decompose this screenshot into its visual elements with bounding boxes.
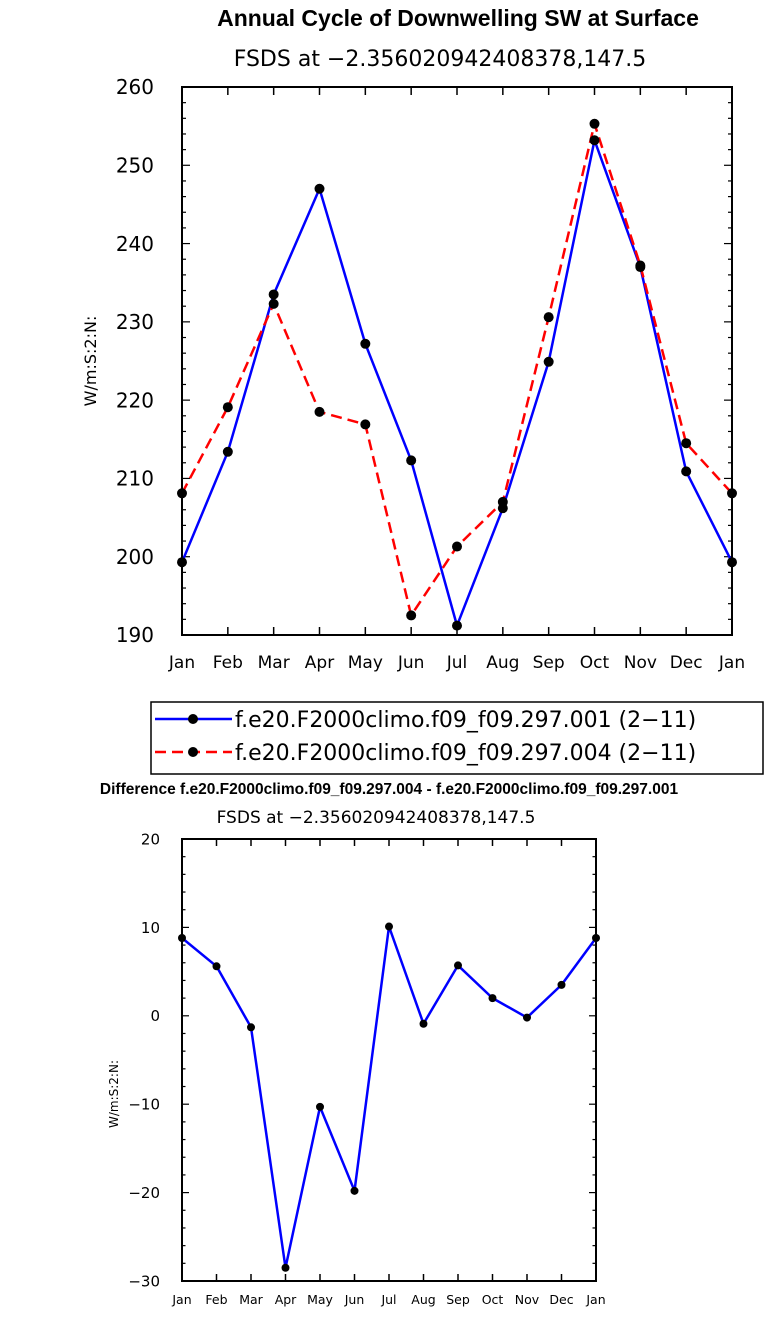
y-tick-label: 230 (116, 310, 154, 334)
y-tick-label: 260 (116, 75, 154, 99)
data-point-s2-6 (452, 541, 462, 552)
y-tick-label: 0 (150, 1007, 160, 1025)
x-tick-label: Jan (168, 653, 195, 673)
data-point-s2-2 (268, 298, 279, 309)
legend-marker-series2 (188, 747, 198, 757)
data-point-s1-0 (178, 934, 186, 943)
data-point-s2-3 (314, 406, 325, 417)
x-tick-label: Jan (171, 1292, 191, 1307)
x-tick-label: Dec (670, 653, 703, 673)
x-tick-label: Sep (533, 653, 565, 673)
chart1-ylabel: W/m:S:2:N: (81, 316, 100, 407)
y-tick-label: −20 (128, 1184, 160, 1202)
chart1-title: Annual Cycle of Downwelling SW at Surfac… (217, 5, 699, 31)
data-point-s2-12 (727, 488, 737, 499)
data-point-s2-8 (543, 312, 554, 323)
x-tick-label: Jul (446, 653, 468, 673)
data-point-s1-11 (557, 980, 566, 989)
x-tick-label: Oct (580, 653, 610, 673)
data-point-s2-1 (222, 402, 233, 413)
data-point-s2-10 (635, 260, 646, 271)
data-point-s1-3 (281, 1263, 290, 1272)
y-tick-label: 210 (116, 467, 154, 491)
chart2-subtitle: FSDS at −2.356020942408378,147.5 (217, 808, 536, 828)
chart1-plot-area: Jan Feb Mar Apr May Jun Jul Aug Sep Oct Nov Dec Jan 1… (116, 75, 745, 673)
x-tick-label: Feb (213, 653, 243, 673)
data-point-s2-9 (589, 118, 600, 129)
x-tick-label: Jul (380, 1292, 396, 1307)
data-point-s1-4 (360, 338, 371, 349)
plot-frame (181, 86, 733, 636)
y-tick-label: 250 (116, 153, 154, 177)
chart2-title: Difference f.e20.F2000climo.f09_f09.297.… (100, 781, 679, 798)
y-tick-label: 240 (116, 232, 154, 256)
x-tick-label: Nov (515, 1292, 540, 1307)
data-point-s1-1 (222, 446, 233, 457)
y-tick-label: −30 (128, 1272, 160, 1290)
data-point-s1-7 (419, 1019, 428, 1028)
x-tick-label: Feb (205, 1292, 227, 1307)
chart1-subtitle: FSDS at −2.356020942408378,147.5 (234, 47, 647, 72)
series-line-1 (181, 925, 598, 1269)
data-point-s1-8 (543, 356, 554, 367)
data-point-s1-1 (212, 962, 221, 971)
legend-label-series2: f.e20.F2000climo.f09_f09.297.004 (2−11) (235, 741, 696, 766)
y-tick-label: 20 (141, 830, 160, 848)
x-tick-label: Jan (585, 1292, 605, 1307)
series-line-1 (180, 138, 734, 627)
data-point-s1-9 (589, 135, 600, 146)
y-tick-label: 10 (141, 919, 160, 937)
x-tick-label: Aug (411, 1292, 435, 1307)
x-tick-label: Dec (549, 1292, 573, 1307)
data-point-s1-5 (406, 455, 417, 466)
data-point-s2-0 (177, 488, 187, 499)
data-point-s1-3 (314, 183, 325, 194)
x-tick-label: Apr (305, 653, 334, 673)
x-tick-label: May (348, 653, 383, 673)
y-tick-label: −10 (128, 1096, 160, 1114)
legend-marker-series1 (188, 714, 198, 724)
data-point-s2-7 (497, 496, 508, 507)
y-tick-label: 190 (116, 623, 154, 647)
data-point-s1-4 (316, 1102, 324, 1111)
data-point-s1-2 (268, 289, 279, 300)
data-point-s1-8 (454, 961, 462, 970)
data-point-s1-12 (592, 934, 600, 943)
x-tick-label: Mar (239, 1292, 263, 1307)
data-point-s1-5 (350, 1186, 359, 1195)
x-tick-label: Apr (275, 1292, 297, 1307)
x-tick-label: Nov (624, 653, 657, 673)
data-point-s2-11 (681, 438, 692, 449)
data-point-s2-5 (406, 610, 417, 621)
legend-box (150, 701, 764, 775)
x-tick-label: Jun (397, 653, 425, 673)
data-point-s1-12 (727, 557, 737, 568)
data-point-s1-0 (177, 557, 187, 568)
x-tick-label: Sep (446, 1292, 470, 1307)
x-tick-label: Aug (486, 653, 519, 673)
plot-frame (181, 838, 597, 1282)
data-point-s1-10 (523, 1013, 531, 1022)
legend-label-series1: f.e20.F2000climo.f09_f09.297.001 (2−11) (235, 708, 696, 733)
y-tick-label: 220 (116, 388, 154, 412)
y-tick-label: 200 (116, 545, 154, 569)
chart2-plot-area: Jan Feb Mar Apr May Jun Jul Aug Sep Oct Nov Dec Jan−… (128, 830, 605, 1307)
data-point-s1-2 (247, 1023, 255, 1032)
x-tick-label: Jun (344, 1292, 365, 1307)
chart1-legend: f.e20.F2000climo.f09_f09.297.001 (2−11) … (150, 701, 764, 775)
chart2-ylabel: W/m:S:2:N: (107, 1060, 121, 1128)
x-tick-label: Oct (482, 1292, 504, 1307)
data-point-s1-9 (488, 994, 497, 1003)
x-tick-label: Jan (718, 653, 745, 673)
data-point-s1-11 (681, 466, 692, 477)
data-point-s1-6 (452, 620, 462, 631)
data-point-s2-4 (360, 419, 371, 430)
x-tick-label: Mar (258, 653, 290, 673)
data-point-s1-6 (385, 922, 393, 931)
x-tick-label: May (307, 1292, 333, 1307)
